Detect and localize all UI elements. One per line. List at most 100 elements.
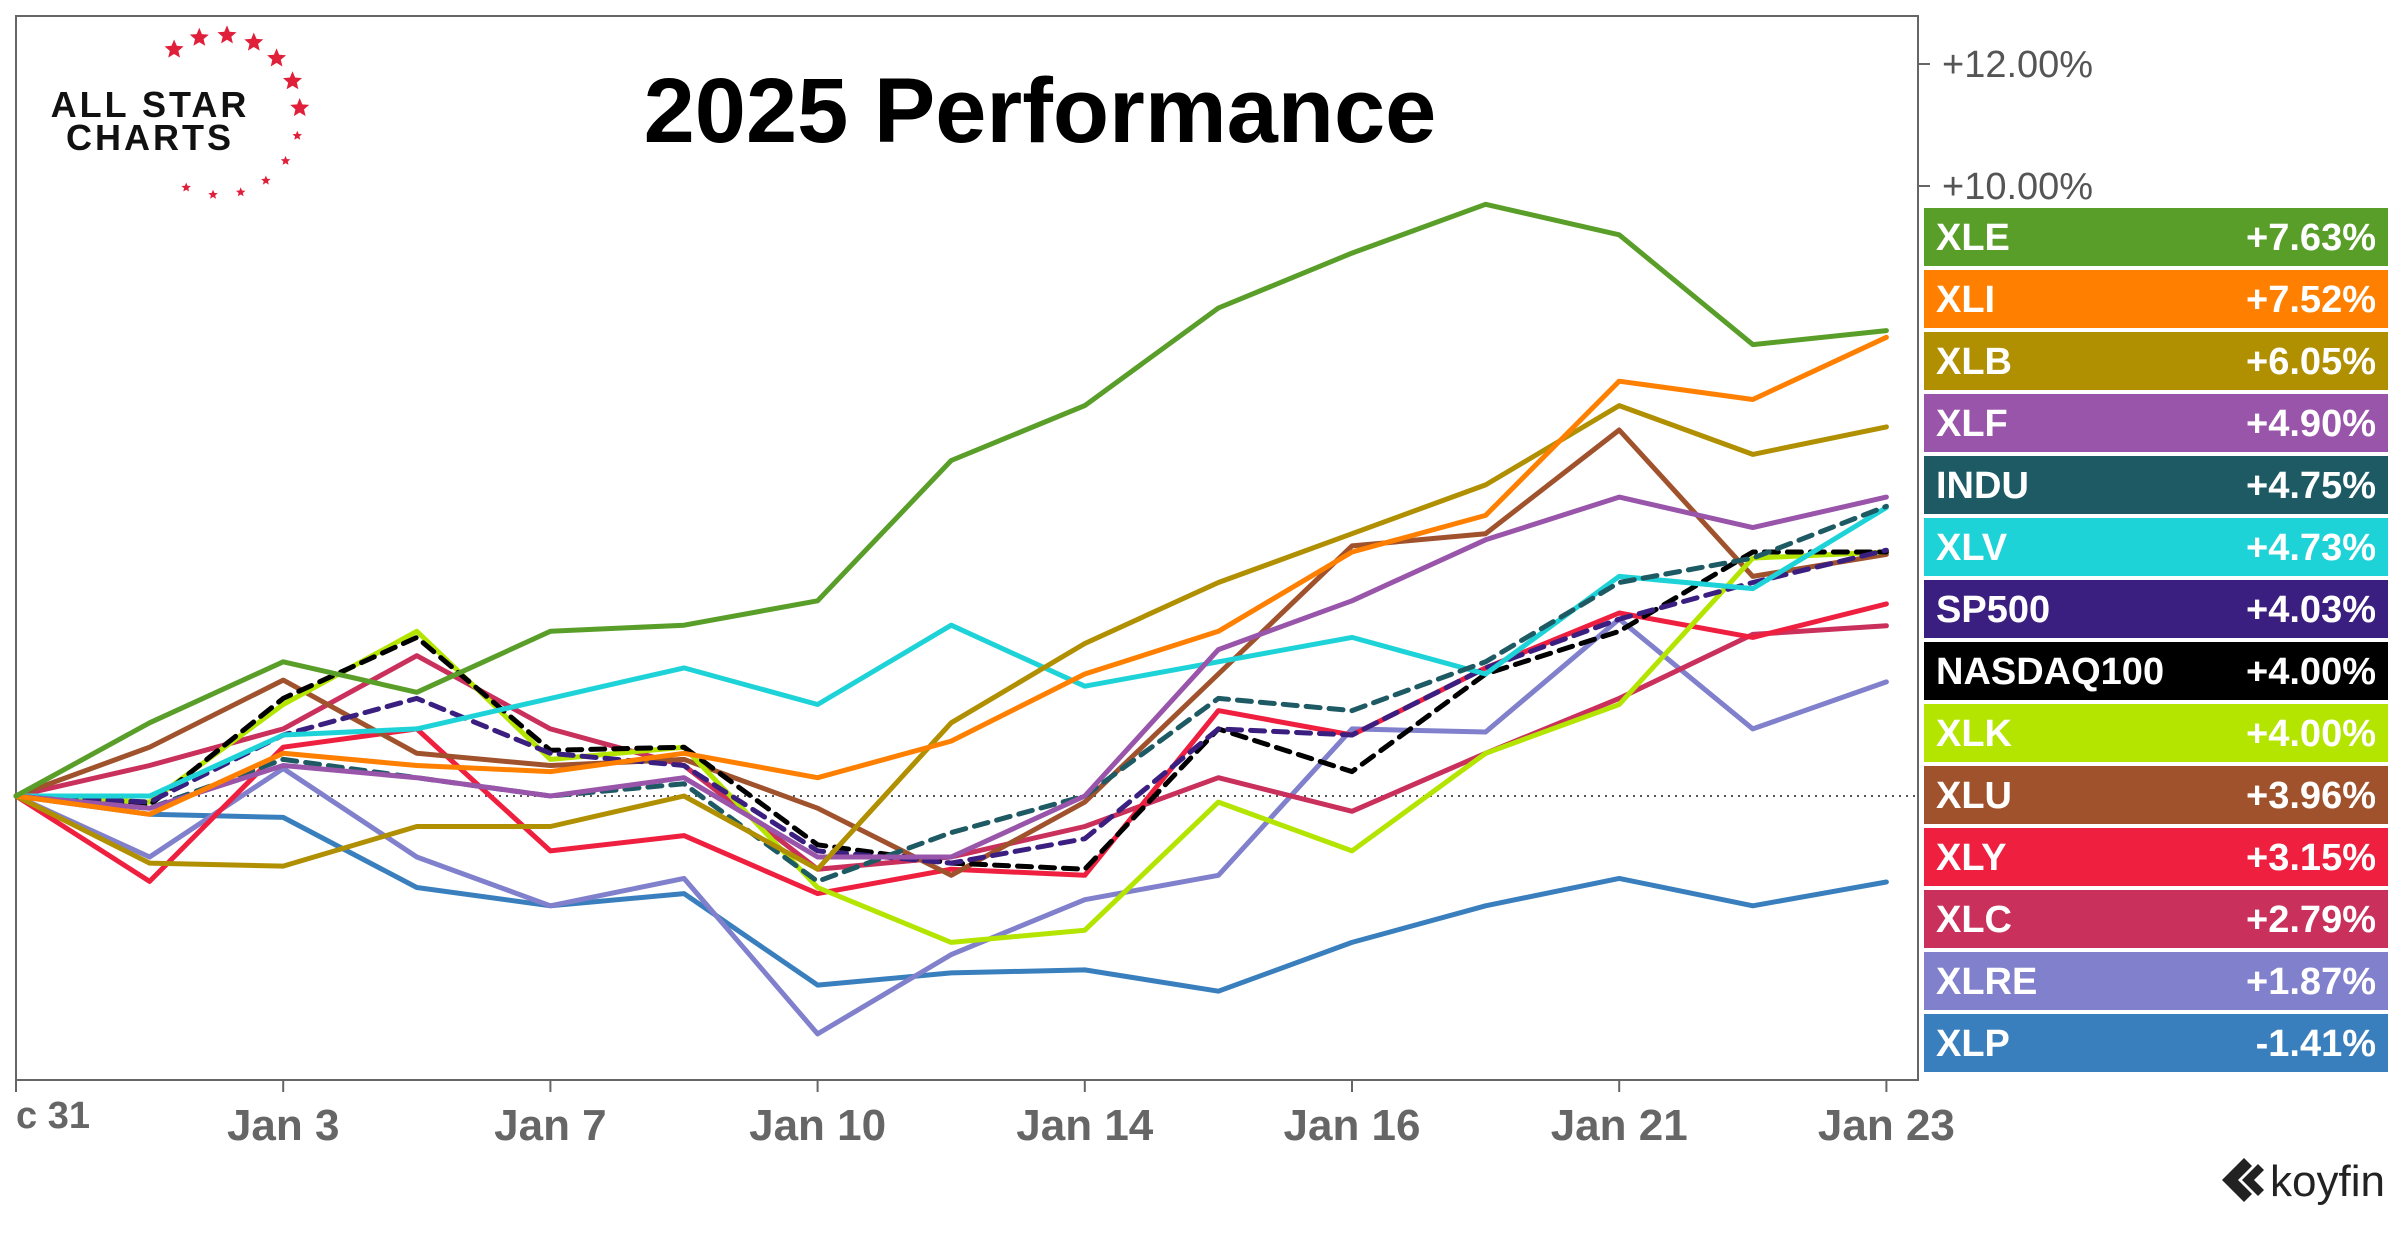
legend-item-xlp: XLP -1.41% [1924, 1014, 2388, 1072]
legend-swatch [1924, 456, 2388, 514]
series-line-xly [13, 601, 1889, 897]
legend-swatch [1924, 828, 2388, 886]
legend-swatch [1924, 1014, 2388, 1072]
x-tick-label: Jan 16 [1284, 1101, 1421, 1150]
brand-star [283, 71, 302, 90]
legend-value: +2.79% [2246, 899, 2376, 941]
legend-name: NASDAQ100 [1936, 651, 2164, 693]
legend-item-sp500: SP500 +4.03% [1924, 580, 2388, 638]
legend-swatch [1924, 952, 2388, 1010]
brand-star [181, 182, 191, 192]
legend-item-xly: XLY +3.15% [1924, 828, 2388, 886]
legend-swatch [1924, 208, 2388, 266]
series-line-sp500 [13, 547, 1889, 866]
x-tick-label: Jan 3 [227, 1101, 340, 1150]
brand-star [189, 27, 209, 46]
series-line-xlb [13, 403, 1889, 872]
x-tick-label: Jan 7 [494, 1101, 607, 1150]
brand-line-2: CHARTS [66, 117, 234, 158]
legend-item-xlre: XLRE +1.87% [1924, 952, 2388, 1010]
legend-swatch [1924, 642, 2388, 700]
legend-name: XLI [1936, 279, 1995, 321]
legend-name: XLK [1936, 713, 2013, 755]
legend-value: +4.03% [2246, 589, 2376, 631]
legend-item-xli: XLI +7.52% [1924, 270, 2388, 328]
brand-star [164, 39, 184, 58]
legend-name: XLU [1936, 775, 2012, 817]
x-tick-label: Jan 10 [749, 1101, 886, 1150]
legend-item-indu: INDU +4.75% [1924, 456, 2388, 514]
legend-item-xlf: XLF +4.90% [1924, 394, 2388, 452]
plot-frame [15, 15, 1919, 1081]
brand-star [261, 175, 271, 185]
legend-name: XLRE [1936, 961, 2037, 1003]
koyfin-logo: koyfin [2222, 1157, 2385, 1206]
legend-item-xlv: XLV +4.73% [1924, 518, 2388, 576]
x-axis: c 31 Jan 3 Jan 7 Jan 10 Jan 14 Jan 16 Jan 21 Ja… [15, 1080, 1955, 1150]
legend-swatch [1924, 332, 2388, 390]
brand-star [290, 98, 310, 117]
legend-value: +4.90% [2246, 403, 2376, 445]
y-tick-label: +12.00% [1942, 44, 2093, 86]
all-star-charts-logo: ALL STAR CHARTS [51, 25, 310, 199]
series-line-xlf [13, 494, 1889, 860]
y-tick-label: +10.00% [1942, 166, 2093, 208]
y-axis: +12.00% +10.00% [1918, 44, 2093, 208]
koyfin-wordmark: koyfin [2270, 1157, 2385, 1206]
series-line-xlp [13, 793, 1889, 994]
legend-name: XLE [1936, 217, 2010, 259]
x-tick-label: c 31 [16, 1095, 90, 1137]
legend-name: INDU [1936, 465, 2029, 507]
legend: XLE +7.63% XLI +7.52% XLB +6.05% XLF +4.90% INDU… [1924, 208, 2388, 1072]
legend-value: +4.00% [2246, 651, 2376, 693]
legend-value: +4.73% [2246, 527, 2376, 569]
legend-name: XLF [1936, 403, 2008, 445]
legend-name: XLV [1936, 527, 2008, 569]
legend-item-xlb: XLB +6.05% [1924, 332, 2388, 390]
series-line-indu [13, 503, 1889, 884]
legend-value: +3.15% [2246, 837, 2376, 879]
legend-swatch [1924, 270, 2388, 328]
legend-name: XLC [1936, 899, 2012, 941]
koyfin-chevron-icon [2222, 1158, 2264, 1202]
star-arc-icon [164, 25, 310, 199]
brand-star [280, 155, 291, 165]
brand-star [208, 189, 218, 199]
brand-star [217, 25, 237, 44]
brand-star [236, 187, 246, 197]
legend-swatch [1924, 580, 2388, 638]
series-line-xli [13, 334, 1889, 817]
chart-title: 2025 Performance [644, 60, 1437, 162]
brand-line-1: ALL STAR [51, 84, 250, 125]
legend-name: SP500 [1936, 589, 2050, 631]
legend-item-xlc: XLC +2.79% [1924, 890, 2388, 948]
legend-swatch [1924, 394, 2388, 452]
legend-swatch [1924, 766, 2388, 824]
legend-swatch [1924, 704, 2388, 762]
legend-value: +1.87% [2246, 961, 2376, 1003]
legend-name: XLP [1936, 1023, 2010, 1065]
legend-item-xlu: XLU +3.96% [1924, 766, 2388, 824]
legend-value: +4.75% [2246, 465, 2376, 507]
series-line-xlu [13, 427, 1889, 878]
legend-item-nasdaq100: NASDAQ100 +4.00% [1924, 642, 2388, 700]
legend-value: -1.41% [2256, 1023, 2376, 1065]
legend-item-xle: XLE +7.63% [1924, 208, 2388, 266]
x-tick-label: Jan 14 [1016, 1101, 1154, 1150]
legend-value: +6.05% [2246, 341, 2376, 383]
series-line-xlre [13, 616, 1889, 1037]
plot-area [13, 15, 1919, 1081]
legend-swatch [1924, 890, 2388, 948]
brand-star [292, 130, 302, 140]
legend-value: +3.96% [2246, 775, 2376, 817]
x-tick-label: Jan 21 [1551, 1101, 1688, 1150]
brand-star [244, 32, 264, 51]
legend-item-xlk: XLK +4.00% [1924, 704, 2388, 762]
series-line-xle [13, 201, 1889, 799]
legend-swatch [1924, 518, 2388, 576]
x-tick-label: Jan 23 [1818, 1101, 1955, 1150]
series-layer [13, 201, 1889, 1037]
legend-name: XLY [1936, 837, 2006, 879]
legend-name: XLB [1936, 341, 2012, 383]
